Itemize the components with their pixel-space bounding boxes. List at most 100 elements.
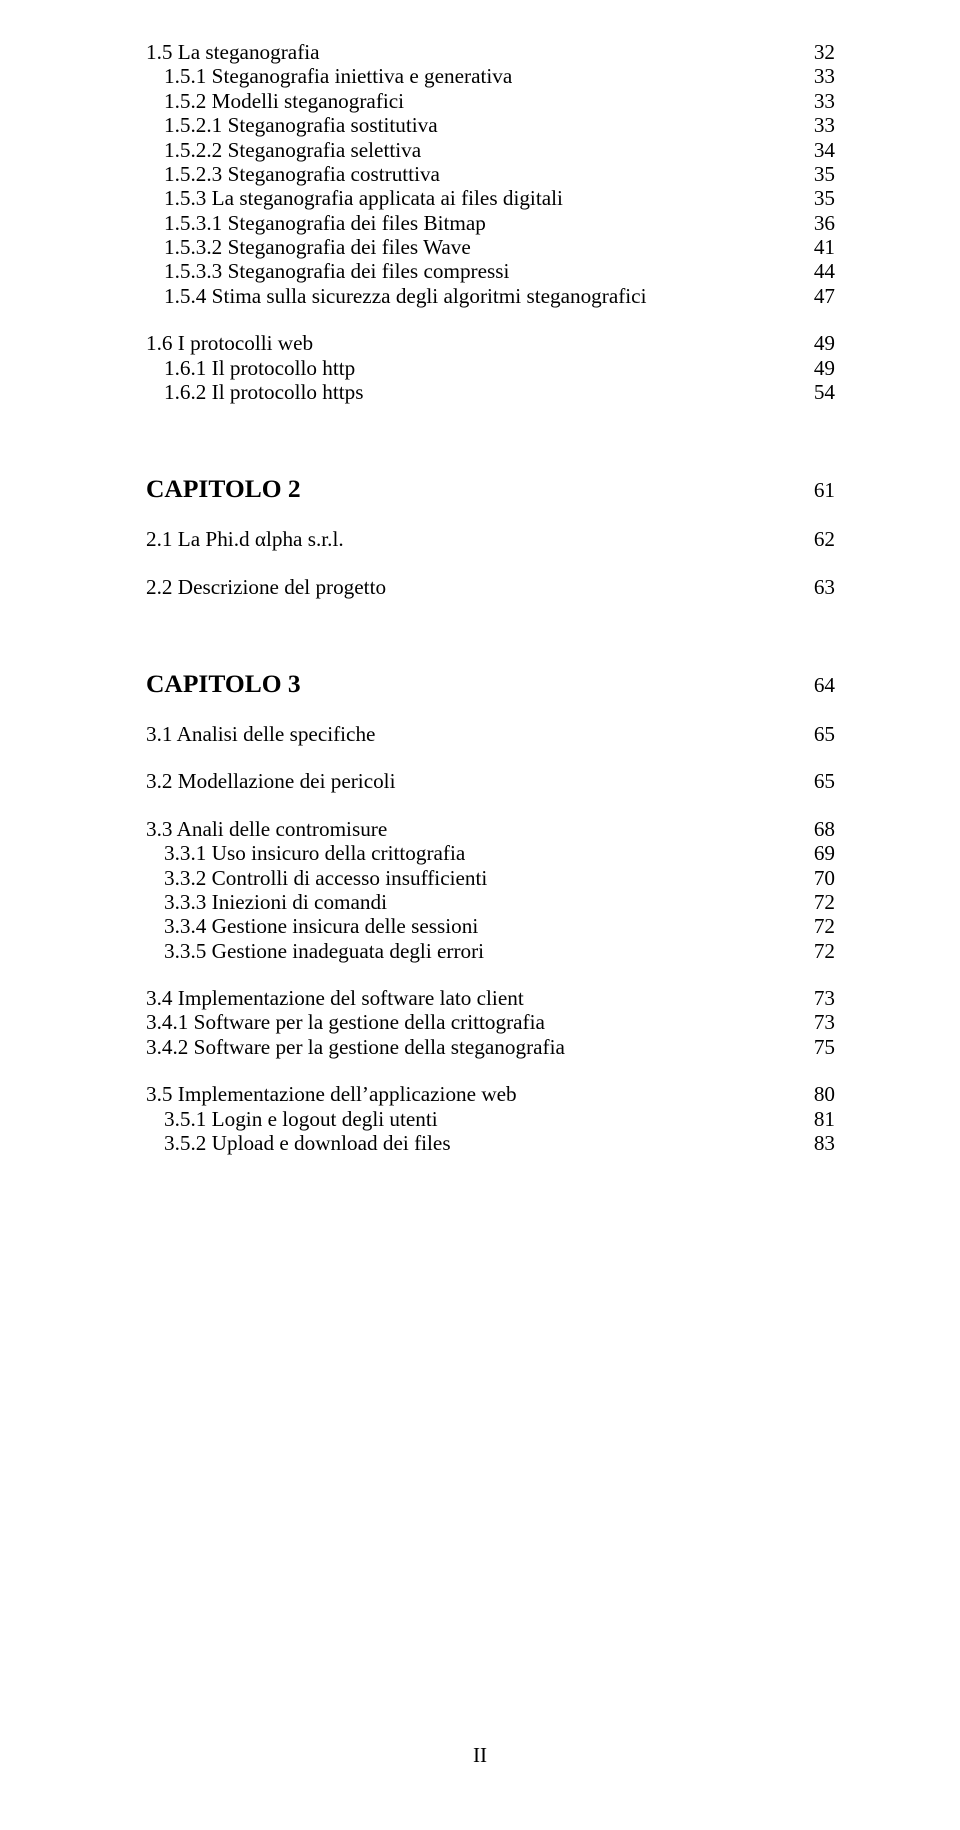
toc-entry-label: 1.6 I protocolli web <box>146 331 313 355</box>
toc-entry-page: 64 <box>814 673 835 698</box>
toc-entry: 1.5.4 Stima sulla sicurezza degli algori… <box>146 284 835 308</box>
toc-entry-label: 3.3 Anali delle contromisure <box>146 817 387 841</box>
toc-entry: 1.5.1 Steganografia iniettiva e generati… <box>146 64 835 88</box>
toc-entry-page: 65 <box>795 769 835 793</box>
vertical-gap <box>146 746 835 769</box>
toc-entry: 3.4.2 Software per la gestione della ste… <box>146 1035 835 1059</box>
toc-entry-label: 2.2 Descrizione del progetto <box>146 575 386 599</box>
toc-entry-page: 32 <box>795 40 835 64</box>
toc-entry: 1.6.1 Il protocollo http 49 <box>146 356 835 380</box>
toc-entry: 2.1 La Phi.d αlpha s.r.l. 62 <box>146 527 835 551</box>
chapter-heading: CAPITOLO 261 <box>146 474 835 504</box>
toc-entry-page: 69 <box>795 841 835 865</box>
chapter-label: CAPITOLO 3 <box>146 669 301 699</box>
toc-entry-page: 49 <box>795 331 835 355</box>
table-of-contents: 1.5 La steganografia 32 1.5.1 Steganografi… <box>146 40 835 1155</box>
vertical-gap <box>146 963 835 986</box>
vertical-gap <box>146 308 835 331</box>
toc-entry-label: 3.5.2 Upload e download dei files <box>164 1131 451 1155</box>
toc-entry-label: 1.5.2.2 Steganografia selettiva <box>164 138 421 162</box>
toc-entry-label: 1.5.3.1 Steganografia dei files Bitmap <box>164 211 486 235</box>
toc-entry: 3.3.4 Gestione insicura delle sessioni72 <box>146 914 835 938</box>
toc-entry-label: 2.1 La Phi.d αlpha s.r.l. <box>146 527 344 551</box>
page-number-footer: II <box>0 1743 960 1768</box>
toc-entry: 3.3.5 Gestione inadeguata degli errori 72 <box>146 939 835 963</box>
toc-entry-label: 1.5.4 Stima sulla sicurezza degli algori… <box>164 284 646 308</box>
chapter-label: CAPITOLO 2 <box>146 474 301 504</box>
toc-entry-page: 70 <box>795 866 835 890</box>
toc-entry: 3.5.2 Upload e download dei files 83 <box>146 1131 835 1155</box>
toc-entry-page: 75 <box>795 1035 835 1059</box>
toc-entry: 3.3.1 Uso insicuro della crittografia 69 <box>146 841 835 865</box>
toc-entry: 2.2 Descrizione del progetto 63 <box>146 575 835 599</box>
toc-entry-page: 33 <box>795 64 835 88</box>
toc-entry: 1.6.2 Il protocollo https 54 <box>146 380 835 404</box>
toc-entry: 3.4 Implementazione del software lato cl… <box>146 986 835 1010</box>
toc-entry: 1.5.2.2 Steganografia selettiva 34 <box>146 138 835 162</box>
toc-entry: 1.5.3.2 Steganografia dei files Wave 41 <box>146 235 835 259</box>
toc-entry-label: 1.5.1 Steganografia iniettiva e generati… <box>164 64 512 88</box>
toc-entry-page: 73 <box>795 986 835 1010</box>
toc-entry-page: 47 <box>795 284 835 308</box>
toc-entry: 3.3.2 Controlli di accesso insufficienti… <box>146 866 835 890</box>
toc-entry-page: 72 <box>795 890 835 914</box>
toc-entry-label: 1.5.2.1 Steganografia sostitutiva <box>164 113 438 137</box>
toc-entry: 1.5.2 Modelli steganografici 33 <box>146 89 835 113</box>
toc-entry-page: 54 <box>795 380 835 404</box>
toc-entry-label: 1.5.3.2 Steganografia dei files Wave <box>164 235 471 259</box>
toc-entry: 1.5.2.3 Steganografia costruttiva 35 <box>146 162 835 186</box>
vertical-gap <box>146 699 835 722</box>
toc-entry-label: 3.2 Modellazione dei pericoli <box>146 769 395 793</box>
toc-entry: 3.3 Anali delle contromisure 68 <box>146 817 835 841</box>
toc-entry: 3.4.1 Software per la gestione della cri… <box>146 1010 835 1034</box>
toc-entry: 1.5.3.1 Steganografia dei files Bitmap 36 <box>146 211 835 235</box>
toc-entry-page: 63 <box>795 575 835 599</box>
toc-entry-label: 3.3.5 Gestione inadeguata degli errori <box>164 939 484 963</box>
toc-entry-label: 1.6.1 Il protocollo http <box>164 356 355 380</box>
toc-entry-label: 1.5.2 Modelli steganografici <box>164 89 404 113</box>
toc-entry-label: 3.5.1 Login e logout degli utenti <box>164 1107 438 1131</box>
toc-entry-page: 44 <box>795 259 835 283</box>
toc-entry-page: 36 <box>795 211 835 235</box>
toc-entry: 1.5 La steganografia 32 <box>146 40 835 64</box>
toc-entry-label: 3.5 Implementazione dell’applicazione we… <box>146 1082 517 1106</box>
toc-entry: 1.5.3 La steganografia applicata ai file… <box>146 186 835 210</box>
toc-entry-label: 3.3.1 Uso insicuro della crittografia <box>164 841 465 865</box>
toc-entry-page: 33 <box>795 89 835 113</box>
toc-entry-page: 35 <box>795 186 835 210</box>
toc-entry-page: 80 <box>795 1082 835 1106</box>
toc-entry-page: 72 <box>795 939 835 963</box>
toc-entry: 1.5.3.3 Steganografia dei files compress… <box>146 259 835 283</box>
toc-entry-label: 1.5.2.3 Steganografia costruttiva <box>164 162 440 186</box>
toc-entry-page: 33 <box>795 113 835 137</box>
toc-entry-label: 3.4.2 Software per la gestione della ste… <box>146 1035 565 1059</box>
vertical-gap <box>146 504 835 527</box>
toc-entry-label: 3.4 Implementazione del software lato cl… <box>146 986 524 1010</box>
toc-entry-page: 41 <box>795 235 835 259</box>
vertical-gap <box>146 552 835 575</box>
toc-entry-label: 1.5 La steganografia <box>146 40 320 64</box>
toc-entry: 3.1 Analisi delle specifiche65 <box>146 722 835 746</box>
toc-entry-page: 62 <box>795 527 835 551</box>
toc-entry-page: 35 <box>795 162 835 186</box>
page: 1.5 La steganografia 32 1.5.1 Steganografi… <box>0 0 960 1830</box>
toc-entry: 3.3.3 Iniezioni di comandi 72 <box>146 890 835 914</box>
vertical-gap <box>146 404 835 474</box>
toc-entry-page: 68 <box>795 817 835 841</box>
toc-entry-label: 1.5.3 La steganografia applicata ai file… <box>164 186 563 210</box>
vertical-gap <box>146 794 835 817</box>
toc-entry: 3.5.1 Login e logout degli utenti 81 <box>146 1107 835 1131</box>
toc-entry-page: 81 <box>795 1107 835 1131</box>
toc-entry-page: 83 <box>795 1131 835 1155</box>
toc-entry: 1.5.2.1 Steganografia sostitutiva 33 <box>146 113 835 137</box>
toc-entry-label: 1.5.3.3 Steganografia dei files compress… <box>164 259 509 283</box>
toc-entry-page: 49 <box>795 356 835 380</box>
toc-entry-page: 65 <box>795 722 835 746</box>
toc-entry-label: 3.3.3 Iniezioni di comandi <box>164 890 387 914</box>
toc-entry-label: 1.6.2 Il protocollo https <box>164 380 364 404</box>
vertical-gap <box>146 1059 835 1082</box>
vertical-gap <box>146 599 835 669</box>
toc-entry-page: 34 <box>795 138 835 162</box>
toc-entry: 1.6 I protocolli web 49 <box>146 331 835 355</box>
toc-entry-label: 3.3.4 Gestione insicura delle sessioni <box>164 914 478 938</box>
